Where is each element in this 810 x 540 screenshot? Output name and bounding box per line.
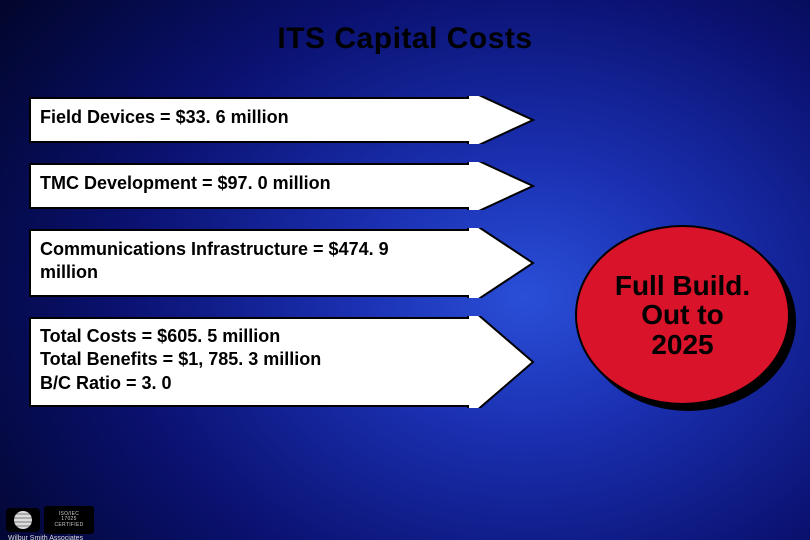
callout-ellipse: Full Build. Out to 2025	[575, 225, 790, 405]
callout-fill: Full Build. Out to 2025	[575, 225, 790, 405]
arrow-label: Communications Infrastructure = $474. 9 …	[40, 238, 440, 285]
arrow-item: TMC Development = $97. 0 million	[28, 162, 498, 210]
footer-logo: ISO/IEC 17025 CERTIFIED	[6, 506, 94, 534]
callout-text: Full Build. Out to 2025	[615, 271, 750, 359]
company-name: Wilbur Smith Associates	[8, 535, 83, 540]
callout-line: Full Build.	[615, 270, 750, 301]
arrow-item: Total Costs = $605. 5 million Total Bene…	[28, 316, 498, 408]
arrow-label: Field Devices = $33. 6 million	[40, 107, 460, 128]
arrow-item: Field Devices = $33. 6 million	[28, 96, 498, 144]
arrow-label: TMC Development = $97. 0 million	[40, 173, 460, 194]
arrow-item: Communications Infrastructure = $474. 9 …	[28, 228, 498, 298]
slide-title: ITS Capital Costs	[0, 0, 810, 56]
globe-icon	[6, 508, 40, 532]
callout-line: Out to	[641, 299, 723, 330]
arrow-list: Field Devices = $33. 6 million TMC Devel…	[28, 96, 498, 426]
logo-badge-line: CERTIFIED	[55, 523, 84, 529]
callout-line: 2025	[651, 329, 713, 360]
logo-badge: ISO/IEC 17025 CERTIFIED	[44, 506, 94, 534]
arrow-label: Total Costs = $605. 5 million Total Bene…	[40, 325, 460, 395]
